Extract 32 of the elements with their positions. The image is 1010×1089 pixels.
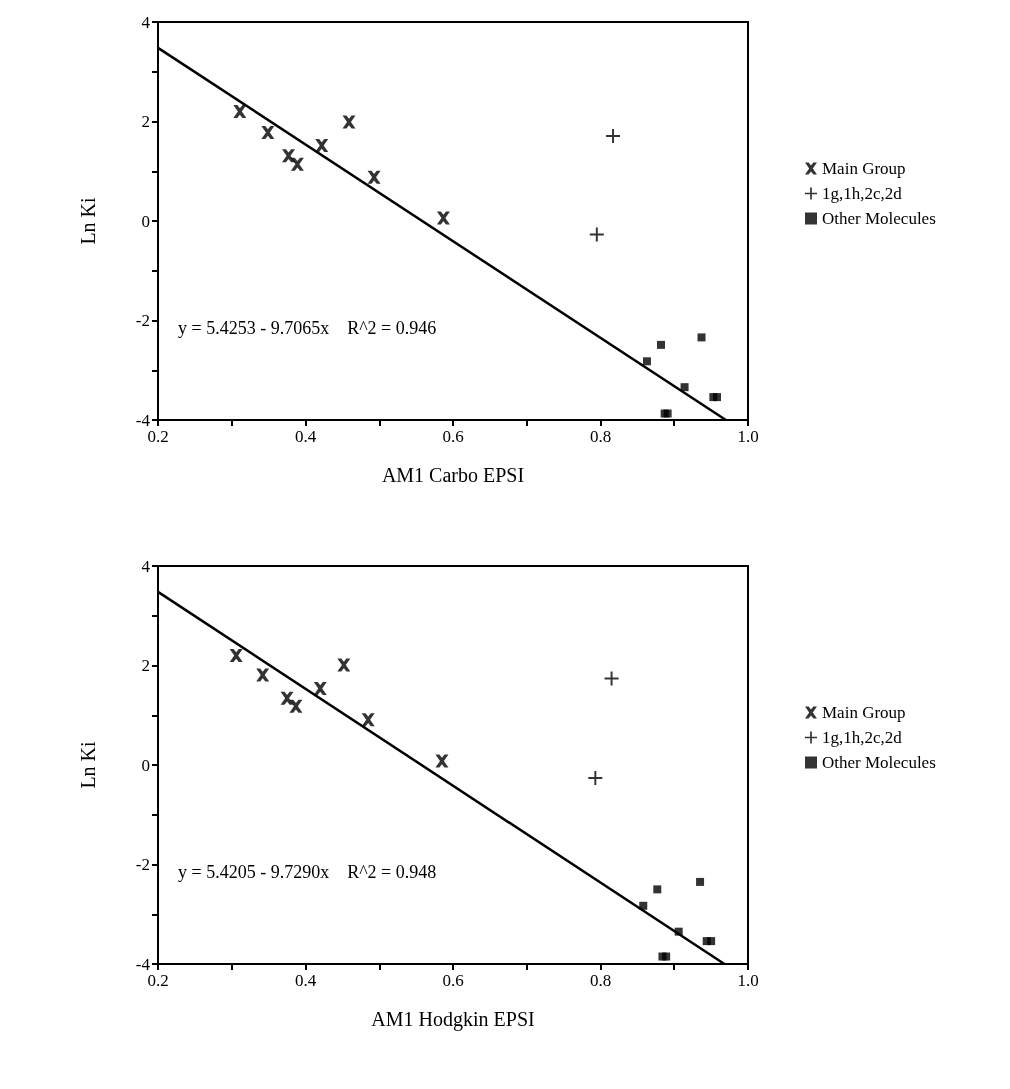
y-axis-title: Ln Ki	[77, 196, 99, 245]
x-tick-label: 0.6	[442, 971, 464, 990]
legend-label: 1g,1h,2c,2d	[822, 728, 903, 747]
x-tick-label: 0.4	[294, 427, 317, 446]
x-tick-label: 0.2	[147, 427, 169, 446]
y-tick-label: 0	[141, 755, 150, 775]
y-axis-title: Ln Ki	[77, 740, 99, 789]
y-tick-label: 4	[141, 12, 151, 32]
y-tick-label: 0	[141, 211, 150, 231]
x-axis-title: AM1 Hodgkin EPSI	[371, 1008, 535, 1031]
legend-label: Other Molecules	[822, 753, 936, 772]
annotation: y = 5.4205 - 9.7290x R^2 = 0.948	[178, 861, 437, 882]
x-tick-label: 1.0	[737, 427, 759, 446]
legend-label: Main Group	[822, 159, 906, 178]
y-tick-label: 4	[141, 556, 151, 576]
x-tick-label: 0.4	[294, 971, 317, 990]
x-tick-label: 0.2	[147, 971, 169, 990]
x-axis-title: AM1 Carbo EPSI	[381, 464, 525, 486]
y-tick-label: -4	[135, 954, 151, 974]
annotation: y = 5.4253 - 9.7065x R^2 = 0.946	[178, 317, 437, 338]
legend-label: Other Molecules	[822, 209, 936, 228]
y-tick-label: -4	[135, 410, 151, 430]
y-tick-label: 2	[141, 112, 150, 131]
legend-label: Main Group	[822, 703, 906, 722]
x-tick-label: 0.6	[442, 427, 464, 446]
legend-label: 1g,1h,2c,2d	[822, 184, 903, 203]
y-tick-label: -2	[135, 855, 150, 874]
x-tick-label: 0.8	[589, 971, 612, 990]
y-tick-label: 2	[141, 656, 150, 675]
x-tick-label: 0.8	[589, 427, 612, 446]
x-tick-label: 1.0	[737, 971, 759, 990]
y-tick-label: -2	[135, 311, 150, 330]
